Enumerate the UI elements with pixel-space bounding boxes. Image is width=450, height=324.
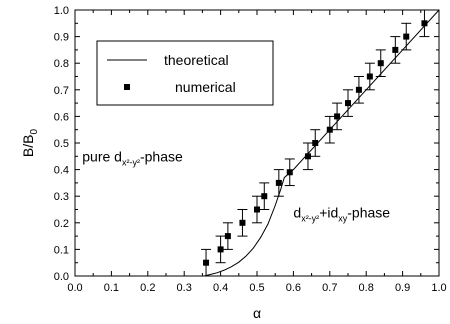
tick-marks: [74, 9, 440, 277]
numerical-marker: [334, 113, 341, 120]
legend-label-theoretical: theoretical: [164, 52, 229, 68]
numerical-point: [310, 129, 321, 157]
y-tick-label: 0.5: [54, 138, 69, 150]
annotation-text: -phase: [347, 204, 390, 220]
theoretical-curve: [204, 9, 440, 277]
x-tick-label: 0.7: [322, 282, 337, 294]
numerical-marker: [355, 86, 362, 93]
numerical-point: [302, 142, 313, 171]
x-tick-label: 0.5: [249, 282, 264, 294]
numerical-marker: [312, 140, 319, 146]
y-tick-label: 0.1: [54, 244, 69, 256]
x-tick-label: 1.0: [431, 282, 446, 294]
legend: theoretical numerical: [96, 40, 274, 106]
numerical-point: [353, 76, 364, 104]
numerical-point: [222, 222, 233, 250]
numerical-marker: [345, 100, 351, 107]
y-tick-label: 0.0: [54, 271, 69, 283]
numerical-marker: [366, 73, 373, 80]
numerical-point: [237, 209, 248, 237]
numerical-point: [215, 235, 226, 264]
numerical-marker: [326, 126, 333, 133]
numerical-point: [390, 36, 401, 64]
phase-annotation: pure dx²-y²-phase: [82, 149, 183, 168]
annotation-subscript: x²-y²: [301, 213, 319, 223]
y-tick-label: 0.9: [54, 32, 69, 44]
y-tick-label: 0.7: [54, 85, 69, 97]
numerical-point: [401, 22, 412, 51]
numerical-marker: [261, 193, 268, 200]
numerical-marker: [203, 259, 210, 266]
y-axis-title-main: B/B: [20, 134, 36, 157]
numerical-point: [284, 158, 295, 187]
numerical-marker: [421, 20, 428, 27]
numerical-point: [343, 89, 353, 117]
numerical-point: [324, 115, 335, 144]
x-tick-label: 0.1: [104, 282, 119, 294]
y-tick-label: 0.8: [54, 58, 69, 70]
phase-annotation: dx²-y²+idxy-phase: [293, 204, 390, 223]
numerical-marker: [286, 169, 293, 176]
x-tick-label: 0.6: [286, 282, 301, 294]
numerical-point: [332, 102, 343, 131]
numerical-marker: [239, 219, 246, 226]
x-tick-label: 0.8: [359, 282, 374, 294]
numerical-marker: [224, 233, 231, 240]
y-tick-label: 0.4: [54, 165, 69, 177]
numerical-marker: [275, 179, 282, 186]
annotation-text: d: [293, 204, 301, 220]
numerical-point: [252, 195, 262, 224]
numerical-marker: [217, 246, 224, 253]
x-axis-title: α: [253, 305, 261, 321]
numerical-point: [419, 9, 430, 38]
numerical-marker: [377, 60, 384, 67]
svg-text:B/B0: B/B0: [20, 128, 40, 157]
legend-marker-symbol: [124, 84, 130, 90]
x-tick-label: 0.3: [177, 282, 192, 294]
numerical-point: [375, 49, 386, 77]
x-tick-label: 0.4: [213, 282, 228, 294]
numerical-point: [259, 182, 270, 210]
x-tick-label: 0.2: [140, 282, 155, 294]
y-tick-label: 0.6: [54, 111, 69, 123]
y-tick-label: 0.3: [54, 191, 69, 203]
numerical-marker: [392, 46, 399, 53]
annotation-text: -phase: [140, 149, 183, 165]
annotation-text: +id: [319, 204, 338, 220]
series-layer: [201, 9, 440, 277]
numerical-point: [273, 169, 284, 197]
annotation-subscript: xy: [338, 213, 348, 223]
legend-box: [96, 40, 274, 106]
y-axis-title-sub: 0: [29, 128, 40, 134]
annotation-text: pure d: [82, 149, 122, 165]
numerical-point: [201, 248, 212, 277]
numerical-marker: [304, 153, 311, 160]
y-tick-label: 1.0: [54, 5, 69, 17]
numerical-point: [364, 62, 375, 91]
y-tick-label: 0.2: [54, 218, 69, 230]
y-tick-labels: 0.0 0.1 0.2 0.3 0.4 0.5 0.6 0.7 0.8 0.9 1.0: [54, 5, 69, 283]
legend-label-numerical: numerical: [175, 79, 236, 95]
numerical-marker: [403, 33, 410, 40]
x-tick-labels: 0.0 0.1 0.2 0.3 0.4 0.5 0.6 0.7 0.8 0.9 1.0: [67, 282, 446, 294]
x-tick-label: 0.9: [395, 282, 410, 294]
numerical-marker: [254, 206, 260, 213]
annotation-subscript: x²-y²: [122, 158, 140, 168]
x-tick-label: 0.0: [67, 282, 82, 294]
y-axis-title: B/B0: [20, 128, 40, 157]
